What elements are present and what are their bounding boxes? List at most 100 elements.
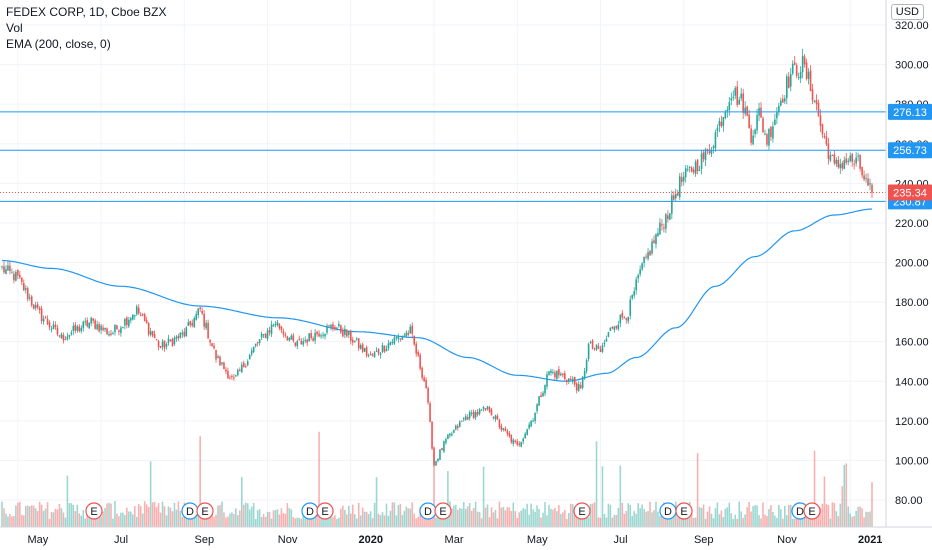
candle-body [601, 345, 604, 352]
candle-body [199, 307, 201, 310]
volume-bar [36, 511, 39, 527]
x-tick-label: 2021 [858, 534, 882, 546]
volume-bar [3, 508, 5, 527]
candle-body [94, 320, 96, 329]
candle-body [851, 154, 853, 162]
volume-bar [784, 505, 786, 527]
earnings-marker [434, 502, 452, 520]
volume-bar [419, 507, 421, 527]
dividend-marker-label: D [424, 506, 432, 518]
candle-body [336, 327, 338, 329]
candle-body [211, 343, 213, 347]
volume-bar [813, 450, 816, 527]
candle-body [470, 412, 473, 414]
candle-body [401, 336, 404, 340]
earnings-marker [196, 502, 214, 520]
dividend-marker-label: D [306, 506, 314, 518]
candle-body [445, 438, 447, 443]
volume-bar [774, 515, 776, 527]
candle-body [760, 107, 762, 118]
candle-body [22, 282, 25, 291]
earnings-marker [85, 502, 103, 520]
candle-body [853, 163, 855, 165]
candle-body [355, 338, 358, 340]
volume-bar [552, 509, 554, 527]
candle-body [300, 340, 303, 345]
volume-bar [702, 504, 705, 527]
volume-bar [126, 507, 128, 527]
candle-body [34, 305, 37, 309]
volume-bar [306, 515, 308, 527]
candle-body [665, 214, 667, 229]
candle-body [801, 55, 804, 73]
candle-body [476, 412, 479, 415]
candle-body [427, 387, 429, 403]
volume-bar [643, 509, 645, 527]
volume-bar [302, 506, 305, 527]
volume-bar [421, 507, 423, 527]
volume-bar [159, 512, 162, 527]
volume-bar [425, 515, 427, 527]
volume-bar [74, 511, 77, 527]
candle-body [145, 320, 148, 324]
volume-bar [567, 513, 570, 527]
volume-bar [869, 511, 871, 527]
volume-bar [558, 505, 560, 527]
candle-body [86, 320, 89, 327]
candle-body [373, 352, 376, 358]
volume-bar [211, 511, 213, 527]
candle-body [560, 373, 562, 376]
volume-bar [736, 518, 739, 527]
volume-bar [161, 501, 164, 527]
y-tick-label: 120.00 [895, 416, 929, 428]
volume-bar [395, 515, 398, 527]
candle-body [312, 338, 314, 341]
volume-bar [694, 517, 697, 527]
candle-body [260, 333, 263, 338]
volume-bar [353, 514, 356, 527]
candle-body [770, 127, 772, 137]
volume-bar [526, 503, 528, 527]
candle-body [346, 330, 348, 337]
volume-bar [564, 509, 566, 527]
volume-bar [676, 517, 679, 527]
volume-bar [734, 514, 737, 527]
candle-body [524, 433, 526, 439]
earnings-marker-label: E [201, 506, 208, 518]
volume-bar [863, 517, 865, 527]
volume-bar [207, 513, 209, 527]
candle-body [262, 334, 265, 336]
candle-body [676, 192, 679, 196]
candle-body [696, 159, 699, 172]
candle-body [680, 177, 683, 183]
volume-bar [213, 516, 215, 527]
candle-body [30, 296, 33, 306]
candle-body [700, 153, 703, 169]
volume-bar [248, 509, 251, 527]
candle-body [722, 116, 725, 126]
candle-body [306, 339, 308, 343]
candle-body [19, 274, 21, 278]
earnings-marker-label: E [578, 506, 585, 518]
volume-bar [762, 502, 764, 527]
candle-body [225, 369, 227, 372]
candle-body [522, 438, 525, 442]
volume-bar [492, 512, 495, 527]
candle-body [649, 251, 651, 256]
currency-button[interactable]: USD [890, 4, 924, 20]
candle-body [712, 146, 715, 149]
volume-bar [546, 515, 548, 527]
candle-body [766, 134, 768, 145]
volume-bar [282, 513, 285, 527]
candle-body [32, 304, 35, 309]
x-tick-label: Nov [278, 534, 298, 546]
volume-bar [635, 513, 637, 527]
volume-bar [80, 515, 83, 527]
candle-body [290, 335, 293, 340]
candle-body [415, 343, 417, 354]
candle-body [11, 272, 13, 274]
volume-bar [114, 501, 116, 527]
candle-body [122, 327, 124, 329]
volume-bar [19, 501, 21, 527]
